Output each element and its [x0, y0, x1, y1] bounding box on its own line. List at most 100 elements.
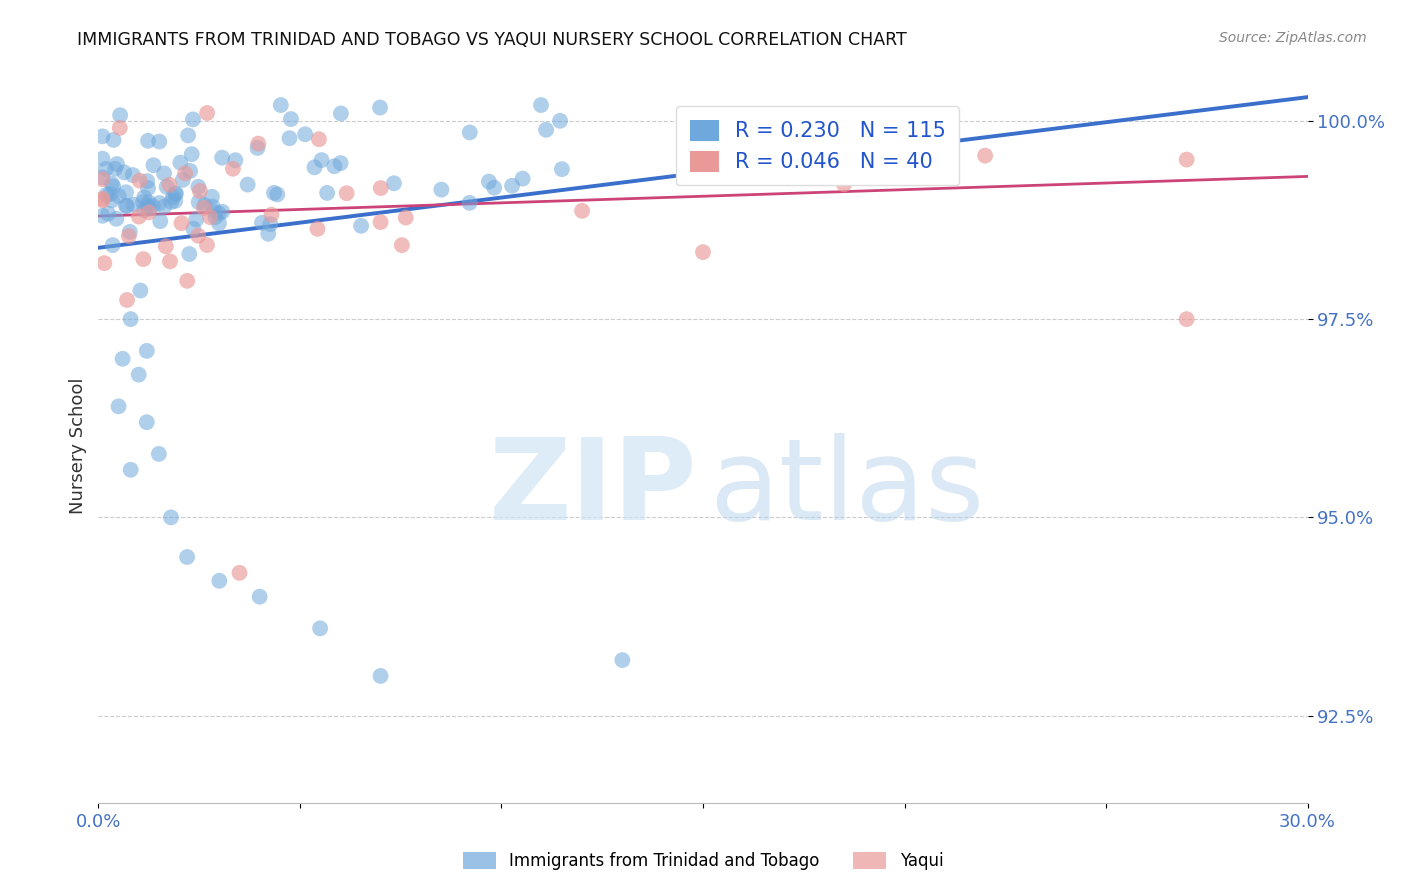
Point — [91, 170, 114, 185]
Point — [104, 161, 127, 176]
Point — [201, 190, 224, 204]
Point — [250, 216, 273, 230]
Point — [280, 112, 302, 127]
Point — [294, 128, 316, 142]
Point — [1175, 153, 1198, 167]
Point — [612, 653, 634, 667]
Point — [148, 447, 170, 461]
Point — [222, 161, 245, 176]
Point — [530, 98, 553, 112]
Point — [187, 228, 209, 243]
Point — [195, 106, 218, 120]
Point — [134, 203, 156, 218]
Point — [370, 669, 392, 683]
Point — [211, 204, 233, 219]
Point — [96, 187, 118, 202]
Point — [105, 211, 128, 226]
Point — [329, 106, 352, 120]
Point — [153, 166, 176, 180]
Point — [304, 161, 326, 175]
Point — [91, 152, 114, 166]
Point — [692, 245, 714, 260]
Point — [120, 312, 142, 326]
Point — [247, 136, 270, 151]
Y-axis label: Nursery School: Nursery School — [69, 377, 87, 515]
Point — [311, 153, 333, 167]
Point — [136, 199, 159, 213]
Point — [370, 181, 392, 195]
Point — [142, 158, 165, 172]
Point — [316, 186, 339, 200]
Point — [329, 156, 352, 170]
Point — [107, 400, 129, 414]
Point — [132, 252, 155, 266]
Point — [136, 134, 159, 148]
Point — [165, 187, 187, 202]
Point — [101, 193, 124, 207]
Point — [165, 186, 187, 201]
Point — [181, 112, 204, 127]
Point — [458, 195, 481, 210]
Point — [112, 165, 135, 179]
Point — [270, 98, 292, 112]
Point — [395, 211, 418, 225]
Point — [149, 214, 172, 228]
Point — [135, 415, 157, 429]
Point — [183, 221, 205, 235]
Point — [118, 229, 141, 244]
Point — [169, 155, 191, 169]
Point — [430, 183, 453, 197]
Point — [155, 239, 177, 253]
Point — [382, 176, 405, 190]
Point — [120, 463, 142, 477]
Point — [308, 132, 330, 146]
Point — [108, 120, 131, 135]
Point — [211, 151, 233, 165]
Point — [551, 162, 574, 177]
Point — [132, 195, 155, 210]
Text: Source: ZipAtlas.com: Source: ZipAtlas.com — [1219, 31, 1367, 45]
Point — [236, 178, 259, 192]
Point — [336, 186, 359, 201]
Point — [832, 178, 855, 192]
Point — [135, 343, 157, 358]
Point — [142, 199, 165, 213]
Point — [160, 510, 183, 524]
Point — [368, 101, 391, 115]
Point — [501, 178, 523, 193]
Point — [122, 197, 145, 211]
Point — [128, 368, 150, 382]
Point — [160, 194, 183, 209]
Point — [118, 225, 141, 239]
Point — [107, 189, 129, 203]
Point — [974, 148, 997, 162]
Point — [188, 184, 211, 198]
Point — [97, 207, 120, 221]
Point — [534, 122, 557, 136]
Text: ZIP: ZIP — [488, 434, 697, 544]
Point — [103, 133, 125, 147]
Point — [208, 574, 231, 588]
Legend: R = 0.230   N = 115, R = 0.046   N = 40: R = 0.230 N = 115, R = 0.046 N = 40 — [676, 106, 959, 186]
Point — [115, 199, 138, 213]
Point — [108, 108, 131, 122]
Point — [91, 209, 114, 223]
Point — [187, 195, 209, 210]
Point — [100, 177, 122, 191]
Point — [148, 196, 170, 211]
Point — [257, 227, 280, 241]
Point — [176, 549, 198, 564]
Point — [129, 284, 152, 298]
Point — [174, 166, 197, 180]
Point — [309, 621, 332, 635]
Point — [204, 205, 226, 219]
Point — [249, 590, 271, 604]
Point — [91, 194, 114, 208]
Point — [194, 198, 217, 212]
Point — [170, 216, 193, 230]
Point — [1175, 312, 1198, 326]
Point — [193, 201, 215, 215]
Point — [370, 215, 392, 229]
Point — [307, 222, 329, 236]
Point — [198, 210, 221, 224]
